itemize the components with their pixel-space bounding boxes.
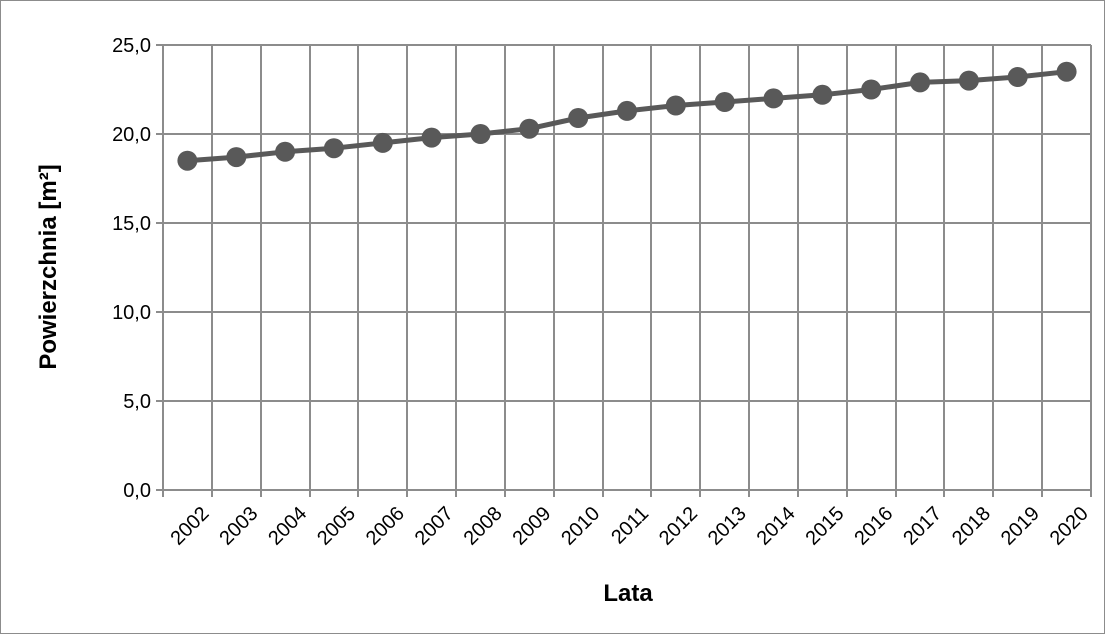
data-point <box>617 100 637 121</box>
x-tick-label: 2009 <box>508 503 555 550</box>
x-tick-label: 2004 <box>264 503 311 550</box>
data-point <box>910 72 931 93</box>
grid-layer <box>163 44 1092 490</box>
series-layer <box>177 61 1077 171</box>
x-tick-label: 2005 <box>313 503 360 550</box>
x-tick-label: 2007 <box>411 503 458 550</box>
data-point <box>177 150 198 171</box>
data-point <box>812 84 833 105</box>
data-point <box>1007 67 1028 87</box>
axis-layer <box>156 44 1092 497</box>
y-tick-label: 0,0 <box>123 480 151 502</box>
x-tick-label: 2006 <box>362 503 409 550</box>
y-tick-labels: 0,0 5,0 10,0 15,0 20,0 25,0 <box>112 35 151 502</box>
x-tick-label: 2003 <box>215 503 262 550</box>
x-tick-label: 2015 <box>801 503 848 550</box>
x-tick-label: 2010 <box>557 503 604 550</box>
x-tick-label: 2020 <box>1046 503 1093 550</box>
x-tick-labels: 2002 2003 2004 2005 2006 2007 2008 2009 2010 2011… <box>167 503 1093 550</box>
data-point <box>226 147 247 168</box>
y-tick-label: 15,0 <box>112 213 151 235</box>
data-point <box>519 118 540 139</box>
data-point <box>568 108 589 128</box>
x-axis-title: Lata <box>603 580 653 607</box>
data-point <box>470 124 491 144</box>
data-point <box>763 88 784 109</box>
x-tick-label: 2011 <box>607 503 653 549</box>
y-tick-label: 20,0 <box>112 124 151 146</box>
x-tick-label: 2002 <box>167 503 214 550</box>
data-point <box>323 138 344 159</box>
data-point <box>861 79 882 100</box>
x-tick-label: 2018 <box>948 503 995 550</box>
y-tick-label: 10,0 <box>112 302 151 324</box>
x-tick-label: 2016 <box>850 503 897 550</box>
x-tick-label: 2008 <box>460 503 507 550</box>
data-point <box>421 127 442 148</box>
data-point <box>275 141 296 162</box>
y-tick-label: 25,0 <box>112 35 151 57</box>
data-point <box>372 132 393 153</box>
data-point <box>714 92 735 112</box>
data-point <box>958 70 979 91</box>
x-tick-label: 2014 <box>753 503 800 550</box>
data-point <box>1056 61 1077 82</box>
x-tick-label: 2019 <box>997 503 1044 550</box>
y-tick-label: 5,0 <box>123 391 151 413</box>
y-axis-title: Powierzchnia [m²] <box>35 164 62 369</box>
data-point <box>665 95 686 116</box>
x-tick-label: 2017 <box>899 503 946 550</box>
x-tick-label: 2012 <box>655 503 702 550</box>
x-tick-label: 2013 <box>704 503 751 550</box>
